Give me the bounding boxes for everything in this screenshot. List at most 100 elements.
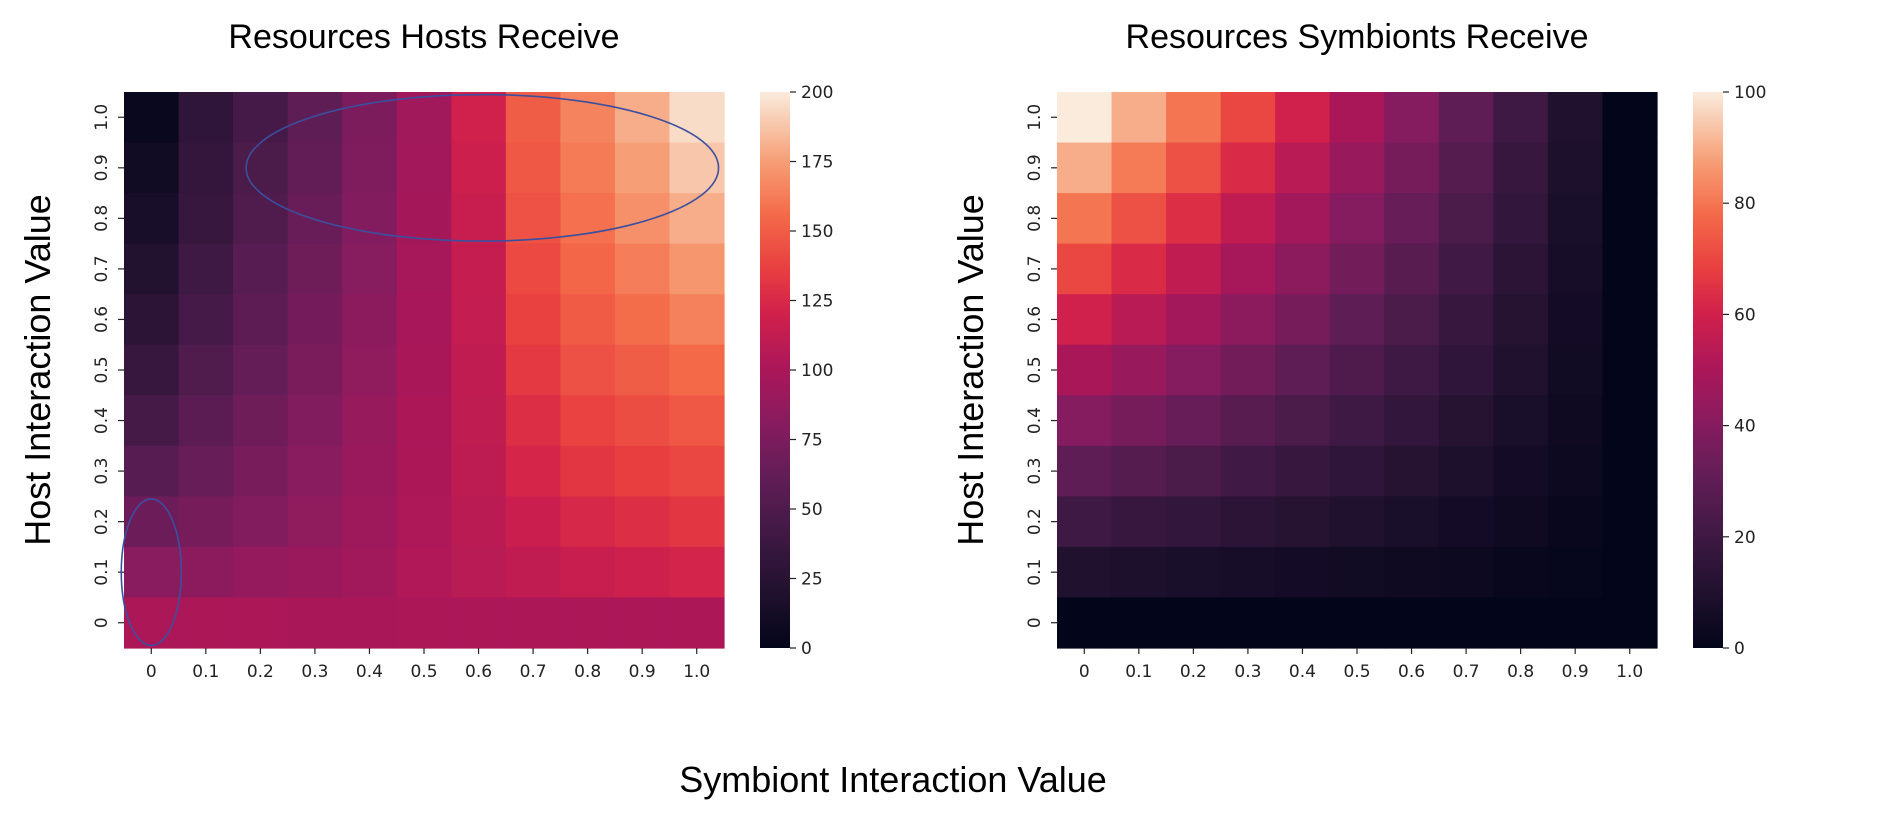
heatmap-cell	[614, 92, 671, 144]
heatmap-cell	[1547, 294, 1604, 346]
heatmap-cell	[614, 445, 671, 497]
heatmap-cell	[1166, 496, 1222, 548]
heatmap-cell	[669, 92, 725, 144]
heatmap-cell	[396, 344, 452, 396]
heatmap-cell	[451, 344, 507, 396]
heatmap-cell	[178, 294, 234, 346]
heatmap-cell	[505, 395, 561, 447]
heatmap-cell	[1384, 395, 1440, 447]
heatmap-cell	[1438, 496, 1494, 548]
heatmap-cell	[1438, 597, 1494, 649]
heatmap-cell	[342, 92, 398, 144]
heatmap-cell	[1166, 546, 1222, 599]
x-tick-label: 0.5	[1343, 662, 1370, 682]
heatmap-cell	[1547, 496, 1604, 548]
heatmap-cell	[1384, 243, 1440, 295]
heatmap-cell	[505, 546, 561, 599]
colorbar	[1693, 92, 1723, 648]
heatmap-cell	[124, 597, 180, 649]
heatmap-cell	[505, 193, 561, 245]
heatmap-cell	[669, 395, 725, 447]
colorbar-tick-label: 100	[801, 361, 833, 381]
heatmap-cell	[1220, 546, 1276, 599]
heatmap-cell	[505, 294, 561, 346]
heatmap-cell	[669, 597, 725, 649]
heatmap-cell	[505, 92, 561, 144]
heatmap-symbionts: Resources Symbionts Receive 0 0.1 0.2 0.3 0.4…	[950, 18, 1766, 682]
heatmap-cell	[1602, 395, 1658, 447]
heatmap-cell	[1329, 193, 1385, 245]
heatmap-cell	[287, 496, 343, 548]
heatmap-cell	[1493, 445, 1549, 497]
y-tick-label: 0.6	[1025, 306, 1045, 333]
heatmap-cell	[1275, 597, 1331, 649]
colorbar-tick-label: 80	[1734, 194, 1756, 214]
x-tick-label: 0.4	[356, 662, 383, 682]
chart-title: Resources Hosts Receive	[228, 18, 619, 56]
heatmap-cell	[505, 142, 561, 194]
heatmap-cell	[178, 193, 234, 245]
heatmap-cell	[396, 142, 452, 194]
heatmap-cell	[669, 294, 725, 346]
heatmap-cell	[1111, 92, 1167, 144]
heatmap-cell	[1384, 294, 1440, 346]
heatmap-cell	[287, 243, 343, 295]
heatmap-cell	[1166, 294, 1222, 346]
heatmap-cell	[1166, 597, 1222, 649]
heatmap-cell	[1602, 344, 1658, 396]
heatmap-cell	[1547, 395, 1604, 447]
heatmap-cell	[1057, 445, 1113, 497]
heatmap-cell	[342, 294, 398, 346]
heatmap-cell	[451, 294, 507, 346]
heatmap-cell	[1057, 597, 1113, 649]
heatmap-cell	[451, 142, 507, 194]
heatmap-cell	[233, 92, 289, 144]
heatmap-cell	[1111, 395, 1167, 447]
shared-x-axis-title: Symbiont Interaction Value	[679, 759, 1107, 800]
colorbar-tick-label: 60	[1734, 305, 1756, 325]
heatmap-cell	[124, 193, 180, 245]
heatmap-cell	[1438, 546, 1494, 599]
heatmap-cell	[560, 597, 616, 649]
x-tick-label: 0.2	[247, 662, 274, 682]
heatmap-cell	[1438, 193, 1494, 245]
heatmap-cell	[614, 142, 671, 194]
heatmap-cell	[1384, 92, 1440, 144]
colorbar-tick-label: 40	[1734, 417, 1756, 437]
heatmap-cell	[1547, 445, 1604, 497]
heatmap-cell	[1166, 193, 1222, 245]
heatmap-cell	[1111, 344, 1167, 396]
heatmap-cell	[124, 496, 180, 548]
heatmap-cell	[1220, 243, 1276, 295]
x-tick-label: 1.0	[683, 662, 710, 682]
heatmap-cell	[1111, 294, 1167, 346]
colorbar-tick-label: 0	[1734, 639, 1745, 659]
heatmap-cell	[233, 344, 289, 396]
heatmap-cell	[1547, 193, 1604, 245]
colorbar-tick-label: 25	[801, 570, 823, 590]
heatmap-cell	[1329, 395, 1385, 447]
heatmap-cell	[1111, 496, 1167, 548]
y-tick-label: 0	[92, 617, 112, 628]
y-tick-label: 0.2	[1025, 508, 1045, 535]
heatmap-cell	[1547, 243, 1604, 295]
heatmap-cell	[1547, 92, 1604, 144]
heatmap-cell	[669, 142, 725, 194]
heatmap-cell	[505, 597, 561, 649]
heatmap-cell	[233, 496, 289, 548]
heatmap-cell	[178, 597, 234, 649]
heatmap-cell	[1438, 445, 1494, 497]
x-tick-label: 0.1	[1125, 662, 1152, 682]
heatmap-cell	[233, 294, 289, 346]
heatmap-cell	[1493, 395, 1549, 447]
heatmap-cell	[669, 243, 725, 295]
heatmap-cell	[1166, 243, 1222, 295]
x-tick-label: 0.8	[1507, 662, 1534, 682]
heatmap-cell	[178, 395, 234, 447]
heatmap-cell	[287, 193, 343, 245]
heatmap-cell	[560, 243, 616, 295]
heatmap-cell	[669, 546, 725, 599]
colorbar-tick-label: 125	[801, 292, 833, 312]
heatmap-cell	[1493, 597, 1549, 649]
heatmap-cell	[1275, 496, 1331, 548]
